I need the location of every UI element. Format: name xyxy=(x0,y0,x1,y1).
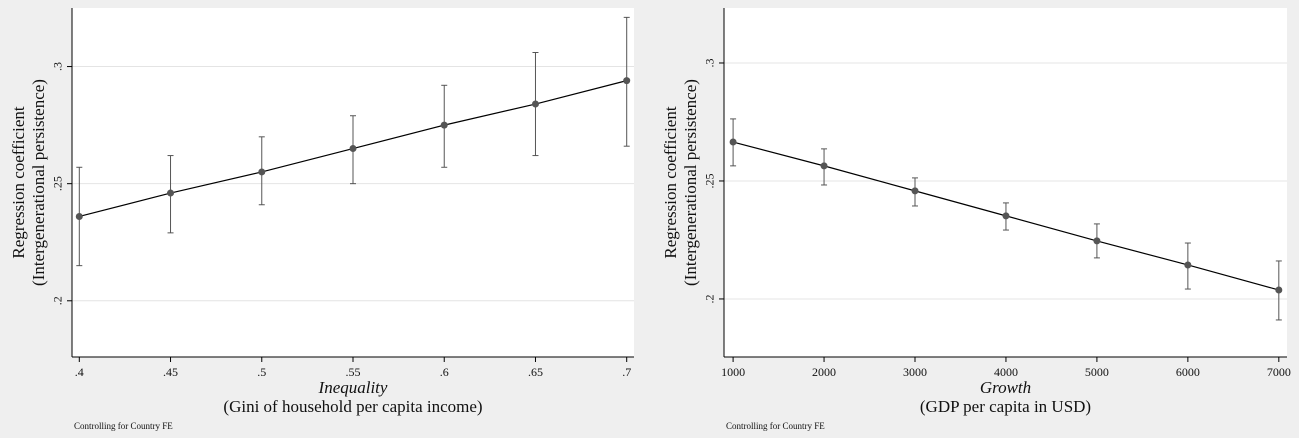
y-tick-label: .2 xyxy=(703,294,717,303)
y-tick-label: .3 xyxy=(51,62,65,71)
point xyxy=(1184,261,1192,269)
point xyxy=(623,77,631,85)
x-tick-label: 7000 xyxy=(1267,365,1291,379)
x-tick-label: .7 xyxy=(622,365,631,379)
point xyxy=(1275,286,1283,294)
y-tick-label: .3 xyxy=(703,58,717,67)
x-tick-label: .6 xyxy=(440,365,449,379)
point xyxy=(349,145,357,153)
point xyxy=(167,189,175,197)
point xyxy=(820,162,828,170)
y-tick-label: .2 xyxy=(51,296,65,305)
x-tick-label: 6000 xyxy=(1176,365,1200,379)
x-tick-label: .5 xyxy=(257,365,266,379)
note: Controlling for Country FE xyxy=(726,421,825,431)
x-tick-label: .55 xyxy=(346,365,361,379)
x-axis-title: Inequality xyxy=(318,378,388,397)
y-axis-title: Regression coefficient xyxy=(9,106,28,258)
point xyxy=(1093,237,1101,245)
y-tick-label: .25 xyxy=(703,173,717,188)
x-tick-label: 1000 xyxy=(721,365,745,379)
point xyxy=(258,168,266,176)
y-axis-title: (Intergenerational persistence) xyxy=(29,79,48,286)
x-tick-label: .45 xyxy=(163,365,178,379)
plot-area xyxy=(724,8,1287,357)
point xyxy=(75,212,83,220)
x-tick-label: 3000 xyxy=(903,365,927,379)
point xyxy=(1002,212,1010,220)
x-tick-label: .65 xyxy=(528,365,543,379)
y-tick-label: .25 xyxy=(51,176,65,191)
point xyxy=(911,187,919,195)
point xyxy=(531,100,539,108)
x-axis-title: Growth xyxy=(980,378,1031,397)
x-axis-subtitle: (Gini of household per capita income) xyxy=(223,397,482,416)
x-tick-label: 5000 xyxy=(1085,365,1109,379)
x-tick-label: 4000 xyxy=(994,365,1018,379)
point xyxy=(440,121,448,129)
y-axis-title: Regression coefficient xyxy=(661,106,680,258)
x-axis-subtitle: (GDP per capita in USD) xyxy=(920,397,1091,416)
point xyxy=(729,138,737,146)
x-tick-label: .4 xyxy=(75,365,84,379)
x-tick-label: 2000 xyxy=(812,365,836,379)
note: Controlling for Country FE xyxy=(74,421,173,431)
y-axis-title: (Intergenerational persistence) xyxy=(681,79,700,286)
